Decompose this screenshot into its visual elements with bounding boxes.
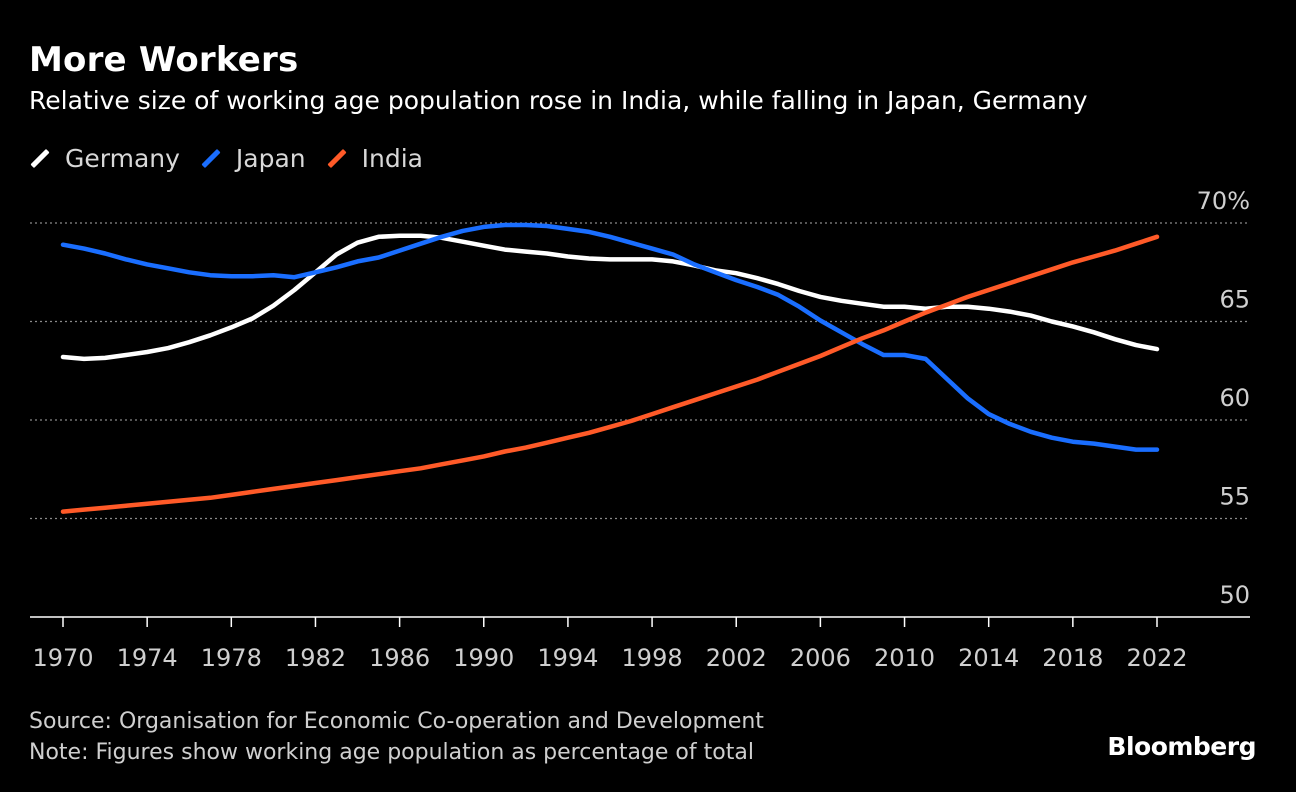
legend-item-germany: Germany <box>29 144 180 173</box>
chart-footer: Source: Organisation for Economic Co-ope… <box>29 706 764 768</box>
source-note: Source: Organisation for Economic Co-ope… <box>29 709 764 734</box>
legend: Germany Japan India <box>29 140 443 176</box>
legend-item-india: India <box>326 144 423 173</box>
legend-label-india: India <box>361 143 423 173</box>
figure-note: Note: Figures show working age populatio… <box>29 740 754 765</box>
y-tick-label-65: 65 <box>1219 286 1250 314</box>
x-tick-label-2018: 2018 <box>1042 644 1103 672</box>
legend-label-germany: Germany <box>65 143 180 173</box>
x-tick-label-1978: 1978 <box>201 644 262 672</box>
x-tick-label-2014: 2014 <box>958 644 1019 672</box>
x-tick-label-1982: 1982 <box>285 644 346 672</box>
x-tick-label-1990: 1990 <box>453 644 514 672</box>
y-tick-label-55: 55 <box>1219 483 1250 511</box>
x-tick-label-2022: 2022 <box>1126 644 1187 672</box>
y-tick-label-60: 60 <box>1219 384 1250 412</box>
bloomberg-logo: Bloomberg <box>1107 732 1256 761</box>
x-tick-label-2010: 2010 <box>874 644 935 672</box>
x-tick-label-1974: 1974 <box>117 644 178 672</box>
x-tick-label-1998: 1998 <box>622 644 683 672</box>
chart-title: More Workers <box>29 40 299 80</box>
series-line-japan <box>60 222 1160 452</box>
x-tick-label-1986: 1986 <box>369 644 430 672</box>
series-line-germany <box>60 233 1160 362</box>
x-tick-label-1970: 1970 <box>32 644 93 672</box>
series-line-india <box>60 234 1160 514</box>
x-tick-label-2002: 2002 <box>706 644 767 672</box>
chart-subtitle: Relative size of working age population … <box>29 86 1088 115</box>
legend-label-japan: Japan <box>235 143 306 173</box>
y-tick-label-70: 70% <box>1197 187 1250 215</box>
y-tick-label-50: 50 <box>1219 581 1250 609</box>
x-tick-label-2006: 2006 <box>790 644 851 672</box>
x-tick-label-1994: 1994 <box>537 644 598 672</box>
legend-item-japan: Japan <box>200 144 306 173</box>
